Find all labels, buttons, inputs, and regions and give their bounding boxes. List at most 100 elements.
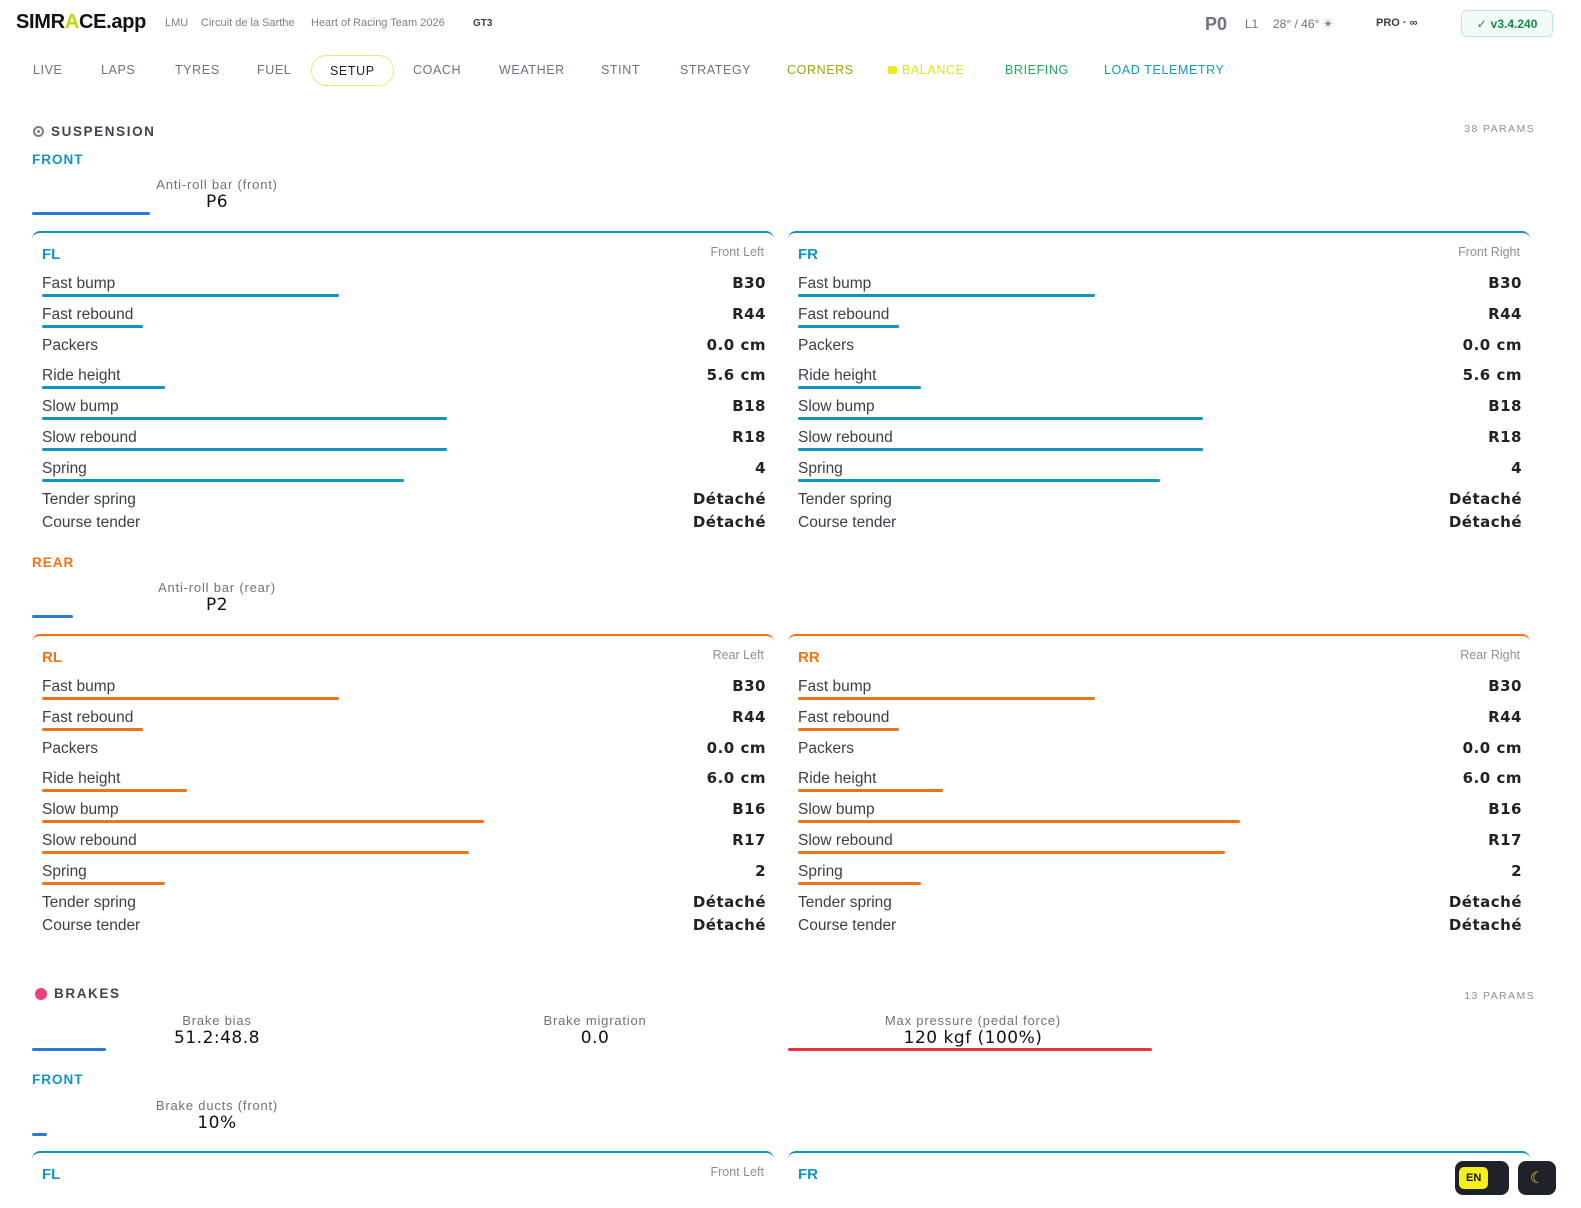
param-row: Spring 4 [798, 458, 1522, 488]
language-button[interactable]: EN [1455, 1161, 1509, 1195]
tab-tyres[interactable]: TYRES [175, 63, 220, 77]
param-value: 5.6 cm [1462, 366, 1522, 385]
param-label: Ride height [42, 367, 121, 385]
param-value: 2 [1511, 861, 1522, 880]
tab-setup[interactable]: SETUP [311, 55, 394, 86]
brake-bias-label: Brake bias [182, 1013, 252, 1028]
param-label: Course tender [798, 513, 897, 531]
param-row: Spring 2 [42, 861, 766, 891]
param-value: B16 [1488, 800, 1522, 819]
version-badge[interactable]: ✓ v3.4.240 [1461, 10, 1553, 37]
param-label: Slow rebound [798, 832, 893, 849]
param-value: R44 [732, 707, 766, 726]
param-row: Course tender Détaché [42, 512, 766, 542]
tab-live[interactable]: LIVE [33, 63, 63, 77]
param-row: Fast bump B30 [42, 273, 766, 303]
param-value: B18 [1488, 397, 1522, 416]
tab-weather[interactable]: WEATHER [499, 63, 565, 77]
param-label: Ride height [798, 770, 877, 788]
card-fl: FL Front Left Fast bump B30 Fast rebound R4… [32, 231, 774, 541]
brake-ducts-front-value: 10% [197, 1113, 237, 1133]
app-logo[interactable]: SIMRACE.app [16, 11, 147, 33]
arb-rear-value: P2 [205, 595, 229, 615]
param-row: Ride height 5.6 cm [42, 365, 766, 395]
param-row: Course tender Détaché [42, 915, 766, 945]
balance-icon [888, 65, 897, 74]
param-bar [42, 478, 404, 482]
tab-briefing[interactable]: BRIEFING [1005, 63, 1069, 77]
param-value: R44 [732, 304, 766, 323]
param-value: 0.0 cm [706, 738, 766, 757]
team-label: Heart of Racing Team 2026 [311, 17, 445, 29]
corner-code: FL [42, 1166, 61, 1183]
param-label: Slow bump [42, 801, 119, 819]
param-value: B18 [732, 397, 766, 416]
max-pressure-label: Max pressure (pedal force) [884, 1013, 1062, 1028]
corner-code: FR [798, 246, 818, 263]
param-bar [42, 881, 166, 885]
tab-fuel[interactable]: FUEL [257, 63, 292, 77]
param-label: Ride height [798, 367, 877, 385]
brake-migration-value: 0.0 [580, 1028, 610, 1048]
param-label: Ride height [42, 770, 121, 788]
param-label: Slow bump [798, 398, 875, 416]
param-row: Tender spring Détaché [798, 489, 1522, 519]
param-bar [798, 789, 943, 793]
param-label: Packers [42, 336, 98, 354]
param-row: Fast bump B30 [798, 676, 1522, 706]
param-label: Spring [798, 459, 843, 477]
param-label: Fast bump [42, 678, 116, 695]
card-rl: RL Rear Left Fast bump B30 Fast rebound R44… [32, 634, 774, 944]
param-label: Fast rebound [798, 305, 890, 323]
param-value: R44 [1488, 304, 1522, 323]
theme-toggle-button[interactable]: ☾ [1518, 1161, 1556, 1195]
param-label: Tender spring [42, 893, 136, 911]
tab-strategy[interactable]: STRATEGY [680, 63, 752, 77]
param-label: Fast bump [42, 275, 116, 292]
brake-dot-icon [35, 987, 47, 1000]
max-pressure-value: 120 kgf (100%) [903, 1028, 1043, 1048]
brakes-front-heading: FRONT [32, 1072, 84, 1087]
param-value: 6.0 cm [706, 769, 766, 788]
param-bar [798, 881, 922, 885]
tab-corners[interactable]: CORNERS [787, 63, 854, 77]
param-value: B16 [732, 800, 766, 819]
temperature-readout: 28° / 46° ☀ [1273, 17, 1334, 31]
param-value: Détaché [692, 915, 766, 934]
param-row: Fast rebound R44 [42, 707, 766, 737]
param-value: R18 [732, 428, 766, 446]
brake-bias-bar [32, 1048, 106, 1051]
param-value: B30 [732, 274, 766, 292]
arb-front-value: P6 [205, 192, 229, 212]
param-value: 4 [755, 458, 766, 477]
param-value: 2 [755, 861, 766, 880]
param-value: 4 [1511, 458, 1522, 477]
param-bar [798, 324, 900, 328]
param-value: Détaché [1448, 892, 1522, 911]
check-icon: ✓ [1476, 16, 1487, 31]
brakes-title: BRAKES [35, 986, 121, 1001]
param-value: 0.0 cm [1462, 335, 1522, 354]
brake-card-fl: FL Front Left [32, 1151, 774, 1208]
tab-load-telemetry[interactable]: LOAD TELEMETRY [1104, 63, 1225, 77]
suspension-param-count: 38 PARAMS [1464, 123, 1535, 135]
param-bar [798, 820, 1240, 824]
param-bar [798, 448, 1204, 451]
param-row: Ride height 6.0 cm [798, 768, 1522, 798]
tab-balance[interactable]: BALANCE [888, 55, 965, 86]
param-label: Packers [798, 739, 854, 757]
brake-bias-value: 51.2:48.8 [174, 1028, 260, 1048]
param-value: Détaché [1448, 915, 1522, 934]
brake-bias: Brake bias 51.2:48.8 [32, 1013, 402, 1057]
tab-coach[interactable]: COACH [413, 63, 462, 77]
lap-indicator: L1 [1245, 17, 1259, 31]
corner-code: RR [798, 649, 820, 666]
tab-laps[interactable]: LAPS [101, 63, 136, 77]
param-label: Slow rebound [42, 429, 137, 446]
param-label: Fast rebound [42, 305, 134, 323]
class-badge: GT3 [473, 18, 493, 29]
param-row: Packers 0.0 cm [42, 738, 766, 768]
param-value: 6.0 cm [1462, 769, 1522, 788]
main-nav: LIVE LAPS TYRES FUEL SETUP COACH WEATHER… [0, 55, 1581, 87]
tab-stint[interactable]: STINT [601, 63, 641, 77]
